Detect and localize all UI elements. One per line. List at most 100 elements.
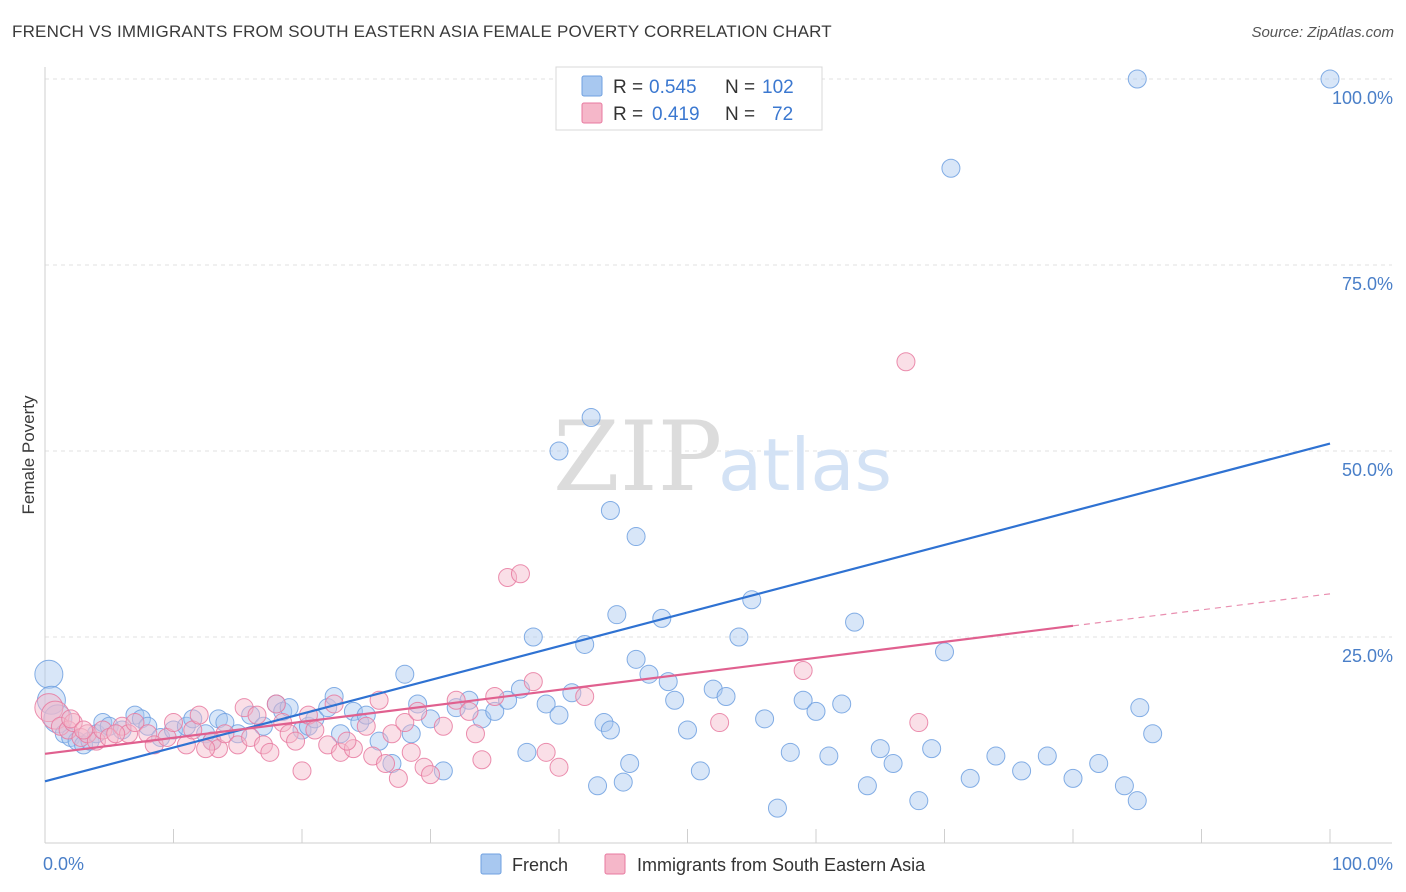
point-sea-67 [74,720,94,740]
point-french-91 [1063,768,1083,788]
point-french-75 [780,742,800,762]
trend-line-sea [44,624,1074,755]
point-french-94 [1127,791,1147,811]
tick-labels: 25.0% 50.0% 75.0% 100.0% 0.0% 100.0% [43,88,1393,874]
point-sea-61 [575,687,595,707]
point-french-18 [183,709,203,729]
bottom-legend-swatch-french [480,853,502,875]
point-french-53 [536,694,556,714]
point-sea-19 [189,705,209,725]
point-sea-12 [125,713,145,733]
chart-title: FRENCH VS IMMIGRANTS FROM SOUTH EASTERN … [12,22,832,41]
point-sea-8 [93,720,113,740]
point-french-80 [845,612,865,632]
legend-n-value-sea: 72 [772,104,793,125]
point-sea-47 [401,742,421,762]
trend-lines [44,442,1331,783]
legend-r-label-french: R = [613,77,643,98]
point-french-68 [690,761,710,781]
point-french-51 [517,742,537,762]
point-sea-59 [536,742,556,762]
point-sea-31 [279,724,299,744]
point-french-44 [433,761,453,781]
point-french-57 [588,776,608,796]
point-sea-5 [71,727,91,747]
watermark-zip: ZIP [553,401,722,513]
x-tick-label-1: 100.0% [1332,854,1393,874]
point-french-66 [665,690,685,710]
point-french-78 [819,746,839,766]
point-french-48 [485,701,505,721]
y-tick-label-3: 100.0% [1332,88,1393,108]
point-sea-4 [63,713,83,733]
trend-line-french [44,442,1331,783]
point-french-59 [600,720,620,740]
point-sea-57 [510,564,530,584]
point-sea-46 [395,713,415,733]
point-sea-32 [286,731,306,751]
y-tick-label-0: 25.0% [1342,646,1393,666]
legend-swatch-french [581,75,603,97]
point-french-12 [125,705,145,725]
point-sea-49 [414,757,434,777]
point-french-27 [273,701,293,721]
point-sea-50 [421,765,440,785]
point-sea-54 [472,750,492,770]
x-tick-label-0: 0.0% [43,854,84,874]
point-french-104 [620,753,640,773]
point-french-93 [1114,776,1134,796]
point-sea-44 [382,724,402,744]
point-sea-40 [356,716,376,736]
point-sea-58 [523,672,543,692]
point-french-100 [581,408,601,428]
point-sea-43 [376,753,396,773]
point-sea-45 [388,768,408,788]
point-french-61 [613,772,633,792]
point-french-77 [806,701,826,721]
bottom-legend-label-french: French [512,855,568,875]
point-sea-16 [164,713,183,733]
point-french-90 [1037,746,1057,766]
point-french-82 [870,739,890,759]
legend-box: R = 0.545 N = 102 R = 0.419 N = 72 [555,66,823,131]
legend-r-label-sea: R = [613,104,643,125]
grid-lines [45,78,1392,638]
point-sea-64 [896,352,916,372]
point-sea-35 [305,720,325,740]
point-french-71 [729,627,749,647]
point-sea-68 [106,724,126,744]
point-sea-7 [86,731,106,751]
point-french-62 [626,649,646,669]
y-tick-label-1: 50.0% [1342,460,1393,480]
point-sea-39 [343,739,363,759]
point-french-86 [935,642,954,662]
point-sea-10 [112,716,132,736]
point-french-96 [1143,724,1163,744]
point-french-98 [1127,69,1147,89]
point-sea-65 [909,713,929,733]
point-sea-71 [465,724,485,744]
point-sea-66 [61,709,81,729]
point-sea-63 [793,660,813,680]
legend-n-label-sea: N = [725,104,755,125]
point-french-76 [793,690,813,710]
point-french-99 [1320,69,1340,89]
point-french-74 [767,798,787,818]
series-sea-points [34,352,929,788]
point-french-73 [755,709,775,729]
point-french-97 [941,158,961,178]
trend-line-sea-extension [1072,593,1331,627]
point-sea-29 [266,694,286,714]
point-french-67 [678,720,697,740]
y-axis-label: Female Poverty [19,395,38,515]
series-french-points [34,69,1340,818]
point-french-58 [594,713,614,733]
point-french-34 [331,724,351,744]
point-sea-53 [459,701,479,721]
point-sea-52 [446,690,466,710]
point-french-83 [883,753,903,773]
point-french-41 [401,724,421,744]
point-french-52 [523,627,543,647]
point-french-14 [138,716,158,736]
